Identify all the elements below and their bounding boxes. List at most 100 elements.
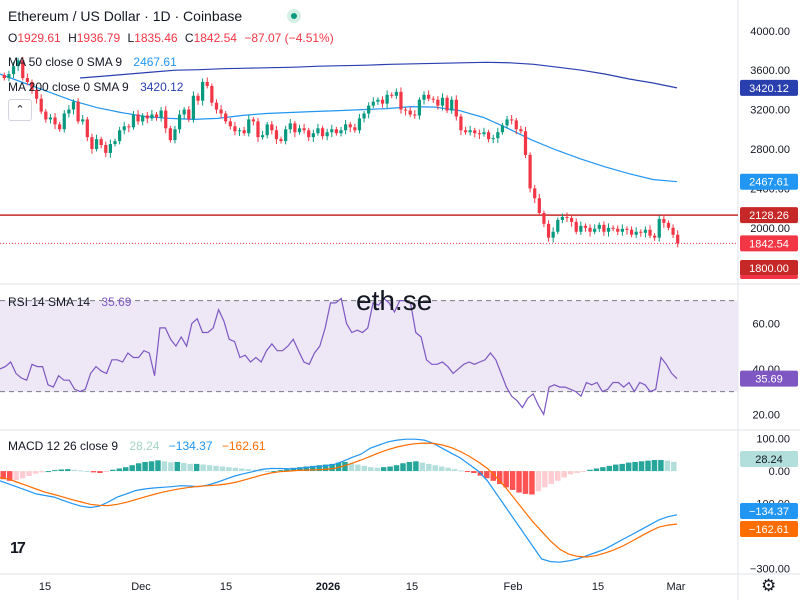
candle-body xyxy=(187,109,191,120)
ma200-line xyxy=(79,61,678,89)
candle-body xyxy=(579,225,583,232)
candle-body xyxy=(662,218,666,223)
macd-histogram-bar xyxy=(658,460,664,472)
candle-body xyxy=(454,99,458,117)
candle-body xyxy=(316,128,320,134)
price-badge-last xyxy=(740,235,798,252)
tradingview-logo[interactable]: 17 xyxy=(10,540,26,557)
candle-body xyxy=(311,133,315,138)
macd-histogram-bar xyxy=(664,460,671,472)
macd-histogram-bar xyxy=(484,471,490,479)
price-badge-ma50 xyxy=(740,173,798,190)
macd-histogram-bar xyxy=(342,461,348,472)
macd-histogram-bar xyxy=(251,469,258,472)
macd-histogram-bar xyxy=(613,464,619,472)
candle-body xyxy=(16,60,20,67)
macd-histogram-bar xyxy=(290,467,297,472)
price-badge-label: 2467.61 xyxy=(749,177,789,189)
macd-histogram-bar xyxy=(464,471,471,473)
candle-body xyxy=(288,123,292,130)
candle-body xyxy=(330,129,334,133)
candle-body xyxy=(293,123,297,133)
macd-histogram-bar xyxy=(632,461,638,472)
symbol-title[interactable]: Ethereum / US Dollar · 1D · Coinbase xyxy=(8,8,243,24)
candle-body xyxy=(214,102,219,110)
macd-signal-line xyxy=(0,442,678,558)
rsi-badge-label: 35.69 xyxy=(755,374,783,386)
macd-histogram-bar xyxy=(522,471,529,494)
candle-body xyxy=(496,132,500,139)
ma50-legend[interactable]: MA 50 close 0 SMA 9 2467.61 xyxy=(8,55,177,69)
macd-histogram-bar xyxy=(297,467,303,472)
price-badge-label: 1800.00 xyxy=(749,263,789,275)
macd-histogram-bar xyxy=(368,467,374,472)
candle-body xyxy=(201,81,205,101)
chevron-up-icon[interactable]: ⌃ xyxy=(8,99,32,121)
macd-histogram-bar xyxy=(516,471,522,493)
ma200-legend[interactable]: MA 200 close 0 SMA 9 3420.12 xyxy=(8,80,183,94)
macd-histogram-bar xyxy=(606,465,613,472)
candle-body xyxy=(297,128,302,133)
macd-histogram-bar xyxy=(58,469,65,472)
macd-tick-label: 100.00 xyxy=(756,434,790,446)
candle-body xyxy=(620,228,624,232)
gear-icon[interactable]: ⚙ xyxy=(761,576,777,595)
candle-body xyxy=(616,228,620,232)
macd-histogram-bar xyxy=(77,470,84,472)
candle-body xyxy=(99,139,103,146)
macd-histogram-bar xyxy=(400,463,406,472)
candle-body xyxy=(385,94,389,104)
candle-body xyxy=(67,109,71,114)
candle-body xyxy=(247,119,251,134)
candle-body xyxy=(394,91,398,96)
rsi-legend[interactable]: RSI 14 SMA 14 35.69 xyxy=(8,295,131,309)
macd-histogram-bar xyxy=(116,468,123,472)
macd-histogram-bar xyxy=(548,471,555,485)
macd-hist-value: 28.24 xyxy=(129,439,160,453)
macd-histogram-bar xyxy=(574,471,580,474)
candle-body xyxy=(390,94,394,96)
candle-body xyxy=(473,130,477,134)
candle-body xyxy=(565,216,569,218)
macd-legend[interactable]: MACD 12 26 close 9 28.24 −134.37 −162.61 xyxy=(8,439,266,453)
candle-body xyxy=(320,128,325,137)
macd-histogram-bar xyxy=(226,467,232,472)
macd-tick-label: −300.00 xyxy=(750,564,790,576)
candle-body xyxy=(611,227,615,229)
macd-histogram-bar xyxy=(148,461,155,472)
macd-histogram-bar xyxy=(380,467,387,472)
candle-body xyxy=(191,95,196,120)
macd-histogram-bar xyxy=(39,471,45,473)
candle-body xyxy=(145,115,149,119)
macd-histogram-bar xyxy=(671,461,677,472)
candle-body xyxy=(85,119,89,138)
candle-body xyxy=(325,132,329,137)
price-badge-partial xyxy=(740,275,798,279)
macd-histogram-bar xyxy=(638,461,645,472)
macd-histogram-bar xyxy=(264,471,271,473)
macd-histogram-bar xyxy=(110,469,116,472)
macd-histogram-bar xyxy=(161,461,168,472)
price-tick-label: 2800.00 xyxy=(750,144,790,156)
candle-body xyxy=(228,121,232,127)
macd-histogram-bar xyxy=(426,463,432,472)
low-value: 1835.46 xyxy=(134,31,178,45)
candle-body xyxy=(514,120,518,130)
ma50-value: 2467.61 xyxy=(133,55,177,69)
candle-body xyxy=(569,217,574,222)
candle-body xyxy=(53,117,57,125)
candle-body xyxy=(279,139,283,142)
candle-body xyxy=(639,231,643,233)
ohlc-readout: O1929.61 H1936.79 L1835.46 C1842.54 −87.… xyxy=(8,31,338,45)
macd-histogram-bar xyxy=(496,471,503,485)
macd-histogram-bar xyxy=(445,467,451,472)
rsi-tick-label: 60.00 xyxy=(752,318,780,330)
macd-badge xyxy=(740,451,798,467)
candle-body xyxy=(159,110,163,118)
candle-body xyxy=(177,114,182,130)
candle-body xyxy=(671,227,675,235)
macd-histogram-bar xyxy=(451,469,458,472)
candle-body xyxy=(353,127,357,131)
candle-body xyxy=(491,138,495,140)
